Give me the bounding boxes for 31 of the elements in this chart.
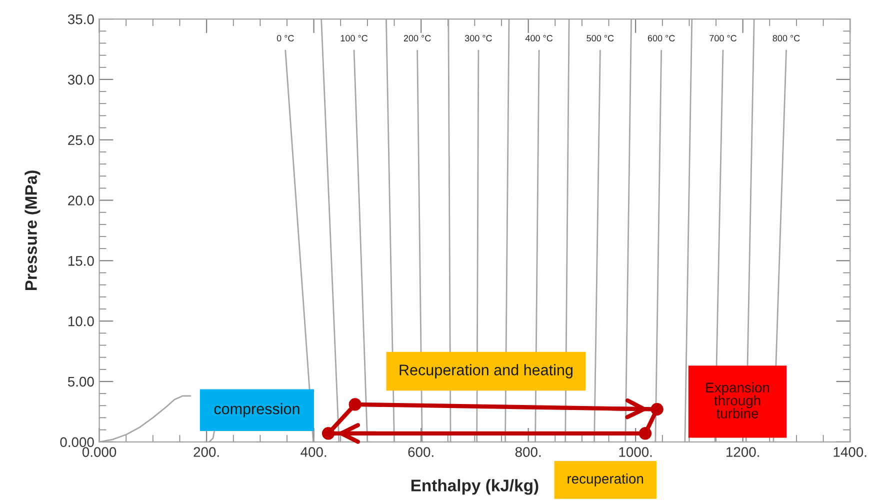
series-label: 300 °C <box>464 35 492 42</box>
y-axis-title: Pressure (MPa) <box>24 170 40 290</box>
text: recuperation <box>568 473 644 486</box>
series-label: 200 °C <box>404 35 431 42</box>
y-tick-label: 15.0 <box>68 256 94 266</box>
y-tick-label: 35.0 <box>68 14 94 24</box>
series-label: 400 °C <box>525 35 553 42</box>
y-tick-label: 30.0 <box>68 74 94 85</box>
x-tick-label: 1400. <box>834 447 866 457</box>
annotation: Recuperation and heating <box>400 364 572 378</box>
y-tick-label: 10.0 <box>68 316 94 326</box>
annotation: compression <box>214 403 300 418</box>
y-tick-label: 20.0 <box>68 196 94 206</box>
x-axis-title: Enthalpy (kJ/kg) <box>411 479 538 495</box>
series-label: 100 °C <box>340 35 368 42</box>
annotation: Expansion through turbine <box>706 382 770 418</box>
x-tick-label: 0.000 <box>82 447 116 457</box>
series-label: 600 °C <box>648 35 675 42</box>
x-tick-label: 800. <box>515 447 541 457</box>
series-label: 700 °C <box>710 35 737 42</box>
x-tick-label: 600. <box>408 447 434 457</box>
x-tick-label: 1000. <box>619 447 652 457</box>
series-label: 800 °C <box>772 35 800 42</box>
y-tick-label: 5.00 <box>68 376 94 387</box>
series-label: 0 °C <box>276 35 294 42</box>
y-tick-label: 25.0 <box>68 135 94 146</box>
y-tick-label: 0.000 <box>60 437 94 448</box>
x-tick-label: 200. <box>194 447 219 457</box>
x-tick-label: 1200. <box>726 447 759 457</box>
series-label: 500 °C <box>586 35 614 42</box>
x-tick-label: 400. <box>300 447 326 457</box>
